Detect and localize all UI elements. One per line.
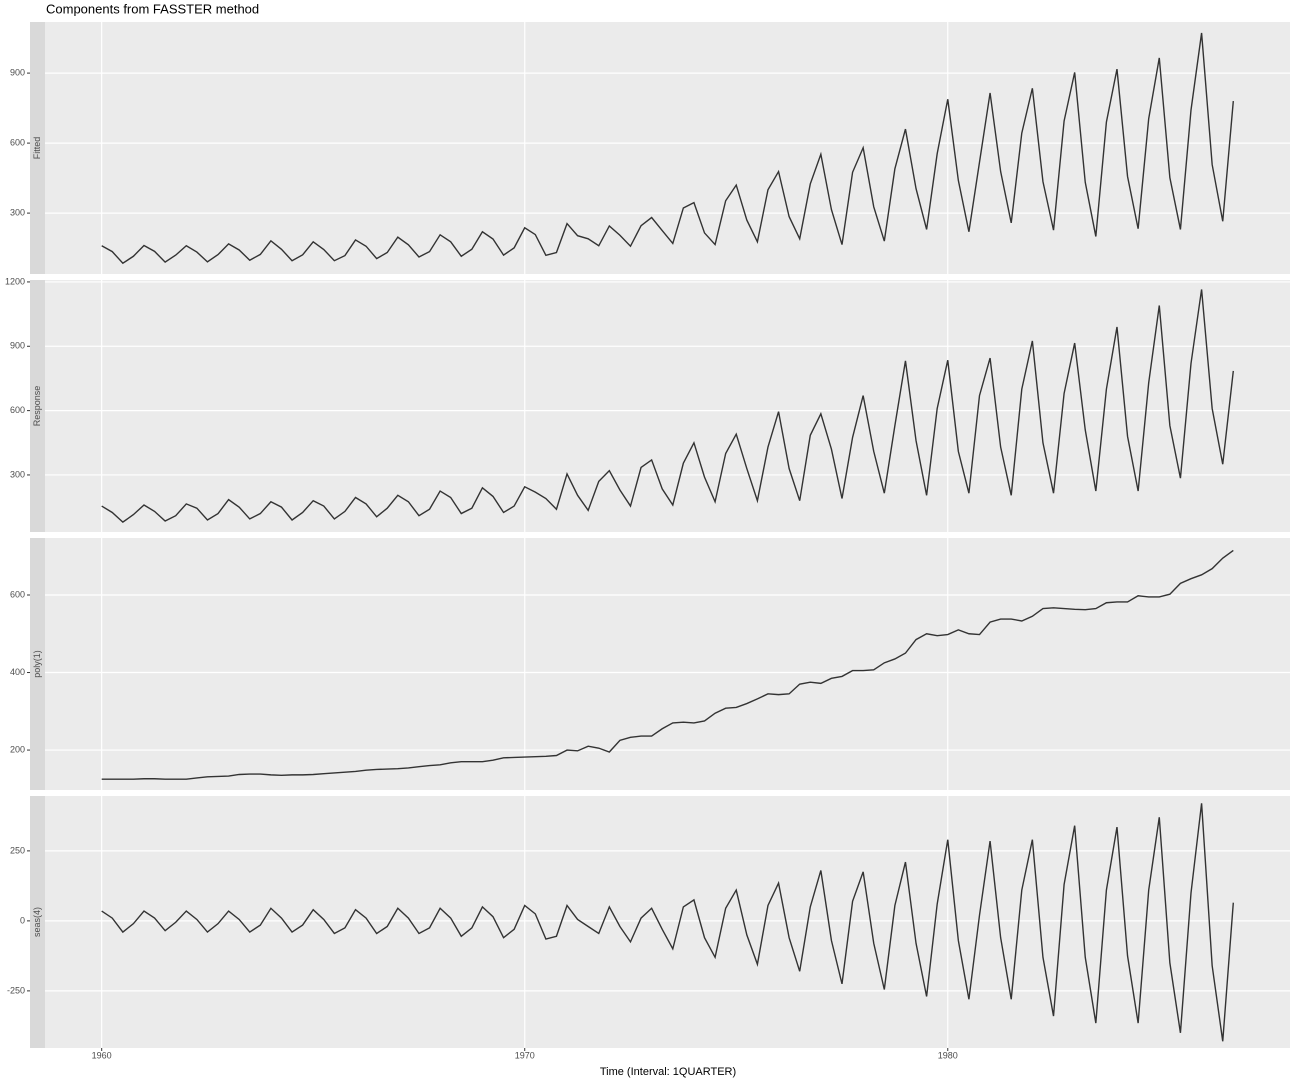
facet-strip (30, 280, 45, 532)
y-tick-label: 300 (10, 469, 25, 479)
series-line (101, 549, 1234, 780)
facet-label: Response (32, 386, 42, 427)
y-tick-label: 200 (10, 744, 25, 754)
y-tick-label: 1200 (5, 276, 25, 286)
y-tick-label: -250 (7, 985, 25, 995)
y-tick-label: 600 (10, 589, 25, 599)
facet-label: poly(1) (32, 650, 42, 678)
x-tick-label: 1970 (515, 1050, 535, 1060)
facet-strip (30, 22, 45, 274)
y-tick-label: 900 (10, 67, 25, 77)
x-axis-label: Time (Interval: 1QUARTER) (600, 1066, 736, 1078)
panel-background (45, 538, 1290, 790)
series-line (101, 289, 1235, 524)
facet-strip (30, 796, 45, 1048)
y-tick-label: 400 (10, 667, 25, 677)
y-tick-label: 600 (10, 405, 25, 415)
facet-label: Fitted (32, 137, 42, 160)
panel-background (45, 280, 1290, 532)
y-tick-label: 900 (10, 341, 25, 351)
facet-label: seas(4) (32, 907, 42, 937)
series-line (101, 803, 1235, 1042)
y-tick-label: 250 (10, 845, 25, 855)
x-tick-label: 1980 (938, 1050, 958, 1060)
y-tick-label: 0 (20, 915, 25, 925)
chart-title: Components from FASSTER method (46, 1, 259, 16)
y-tick-label: 300 (10, 207, 25, 217)
series-line (101, 32, 1235, 265)
facet-strip (30, 538, 45, 790)
x-tick-label: 1960 (92, 1050, 112, 1060)
y-tick-label: 600 (10, 137, 25, 147)
